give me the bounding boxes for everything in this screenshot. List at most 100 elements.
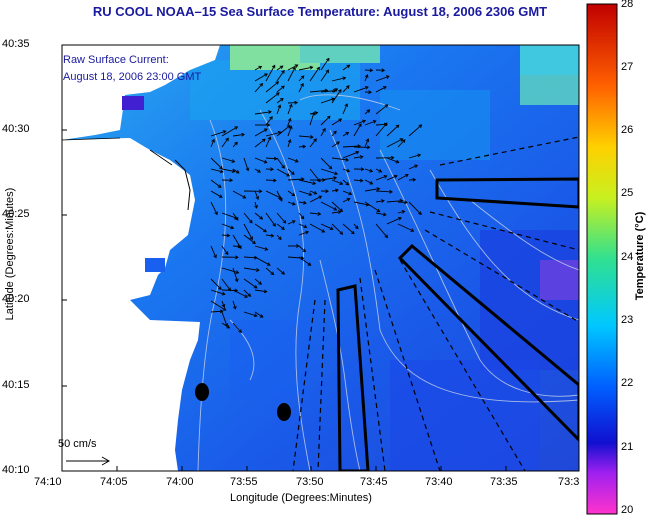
current-vector-head [384, 104, 389, 108]
current-vector-head [362, 119, 367, 124]
current-vector-head [231, 159, 236, 163]
current-vector-head [234, 126, 239, 130]
current-vector [287, 157, 299, 163]
current-vector-head [385, 75, 390, 79]
x-tick-label: 73:3 [558, 476, 580, 488]
current-vector-head [339, 208, 344, 212]
current-vector-head [314, 111, 319, 115]
current-vector-head [287, 138, 292, 143]
colorbar [586, 3, 618, 515]
current-vector [210, 201, 218, 215]
current-vector [221, 300, 225, 308]
current-vector [386, 138, 403, 148]
current-vector [397, 223, 414, 232]
current-vector [254, 73, 268, 82]
current-vector-head [383, 175, 388, 179]
current-vector-head [245, 167, 250, 172]
current-vector [265, 65, 276, 82]
y-axis-title: Latitude (Degrees:Minutes) [4, 187, 16, 321]
current-vector-head [395, 124, 400, 129]
current-vector-head [337, 210, 342, 214]
current-vector [243, 157, 249, 171]
current-vector [342, 179, 349, 186]
current-vector-head [345, 85, 350, 89]
current-vector [232, 322, 242, 333]
current-vector-head [291, 220, 296, 224]
y-tick-label: 40:25 [2, 208, 30, 220]
current-vector-head [414, 164, 419, 169]
current-vector [254, 289, 267, 293]
current-vector-head [221, 303, 226, 308]
current-vector [276, 85, 285, 93]
current-vector-head [346, 197, 351, 202]
current-vector-head [359, 178, 364, 183]
current-vector-head [270, 271, 275, 276]
current-vector [210, 278, 222, 290]
current-vector [364, 168, 373, 172]
current-vector-head [237, 244, 242, 249]
current-vector [276, 65, 284, 71]
current-vector [386, 157, 399, 163]
current-vector-head [346, 64, 351, 69]
current-vector [342, 132, 349, 137]
current-vector [276, 105, 281, 115]
current-vector-head [395, 159, 400, 164]
current-vector-head [235, 255, 239, 260]
current-vector [254, 168, 261, 173]
x-tick-label: 74:10 [34, 476, 62, 488]
current-vector [364, 179, 373, 185]
current-vector-head [378, 169, 383, 173]
current-vector [298, 256, 311, 266]
legend-line-1: Raw Surface Current: [63, 54, 169, 66]
current-vector-head [383, 122, 388, 127]
current-vector-head [351, 230, 355, 235]
current-vector [221, 126, 238, 137]
current-vector [221, 223, 234, 229]
current-vector-head [281, 85, 285, 90]
current-vector [320, 177, 337, 181]
current-vector-head [277, 104, 282, 109]
current-vector [353, 120, 366, 126]
current-vector-head [412, 177, 417, 182]
current-vector-head [326, 57, 330, 62]
current-vector-head [253, 285, 258, 289]
current-vector-head [219, 309, 224, 314]
x-tick-label: 73:40 [425, 476, 453, 488]
current-vector-head [339, 231, 344, 235]
current-vector [309, 212, 321, 215]
current-vector [232, 168, 240, 174]
current-vector [298, 83, 304, 93]
current-vector-head [287, 117, 292, 122]
current-vector-head [376, 187, 381, 191]
colorbar-tick: 24 [621, 251, 634, 263]
current-vector-head [348, 191, 353, 196]
current-vector-head [365, 138, 370, 143]
current-vector-head [238, 329, 242, 334]
current-vector-head [290, 171, 295, 175]
current-vector-head [300, 177, 305, 182]
current-vector [221, 234, 230, 237]
current-vector [331, 131, 337, 137]
current-vector [298, 145, 306, 148]
scale-arrow [66, 456, 111, 466]
current-vector [210, 310, 223, 313]
current-vector-head [334, 171, 339, 176]
current-vector [331, 211, 341, 214]
current-vector-head [294, 159, 299, 163]
current-vector [375, 104, 388, 115]
current-vector [232, 245, 241, 247]
current-vector [221, 278, 231, 291]
current-vector [221, 311, 228, 327]
y-tick-label: 40:15 [2, 379, 30, 391]
current-vector [254, 66, 262, 71]
current-vector [342, 64, 350, 71]
current-vector-head [225, 137, 229, 142]
current-vector [232, 212, 239, 221]
current-vector-head [270, 167, 274, 172]
current-vector-head [404, 200, 408, 205]
colorbar-tick: 22 [621, 377, 634, 389]
current-vector [243, 289, 251, 297]
current-vector-head [401, 139, 406, 143]
current-vector [265, 131, 282, 137]
current-vector-head [273, 178, 277, 183]
